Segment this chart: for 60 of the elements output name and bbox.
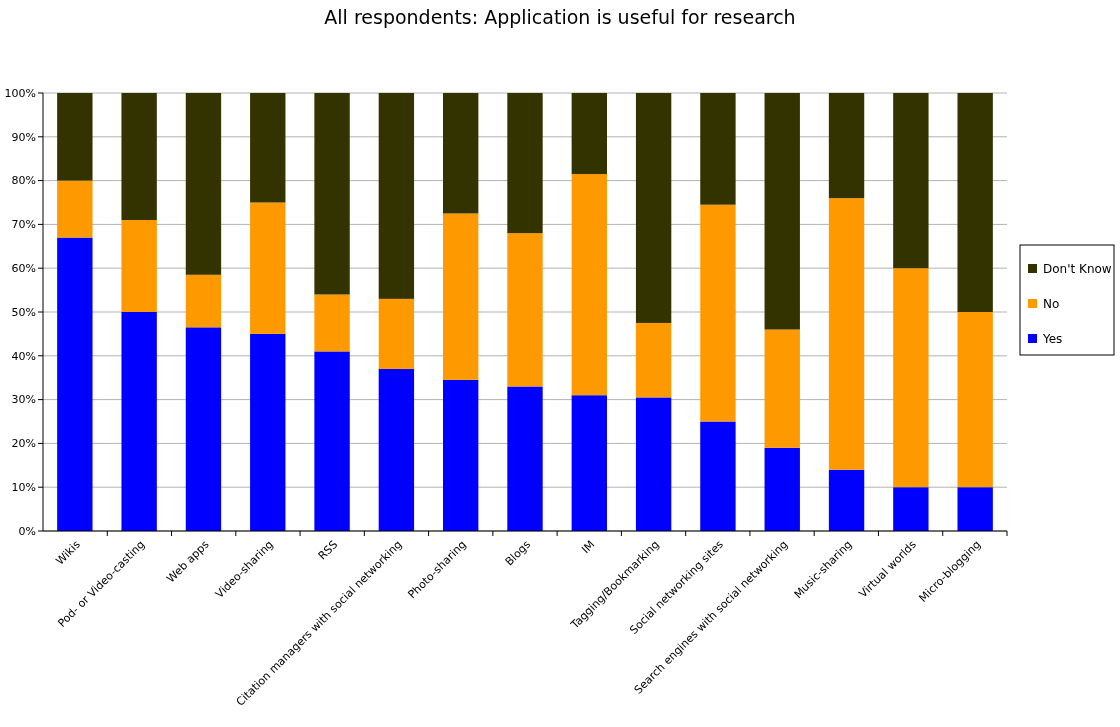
y-tick-label: 70% [11, 218, 36, 232]
bar [700, 93, 736, 205]
bar [507, 386, 543, 531]
bar [571, 395, 607, 531]
bar [700, 421, 736, 531]
bar [635, 322, 672, 398]
bar [185, 274, 222, 328]
y-tick-label: 40% [11, 349, 36, 363]
bar [635, 397, 672, 531]
bar [893, 93, 929, 269]
bar [443, 93, 479, 214]
legend-label: Don't Know [1043, 262, 1112, 277]
y-tick-label: 0% [18, 524, 36, 538]
bar [121, 220, 157, 312]
bar [957, 93, 993, 312]
bar [121, 312, 157, 531]
bar [828, 469, 865, 531]
y-tick-label: 80% [11, 174, 36, 188]
y-tick-label: 20% [11, 437, 36, 451]
legend-label: Yes [1042, 332, 1063, 347]
bar [507, 93, 543, 234]
y-tick-label: 90% [11, 130, 36, 144]
y-tick-label: 50% [11, 305, 36, 319]
bar [57, 93, 93, 181]
bar [764, 93, 800, 330]
bar [314, 294, 350, 352]
bar [314, 93, 350, 295]
bar [571, 93, 607, 175]
bar [314, 351, 350, 531]
bar [250, 202, 286, 334]
y-tick-label: 30% [11, 393, 36, 407]
bar [893, 268, 929, 488]
bar [57, 237, 93, 531]
bar [957, 487, 993, 531]
y-tick-label: 60% [11, 262, 36, 276]
bar [764, 447, 800, 531]
bar [893, 487, 929, 531]
bar [571, 174, 607, 396]
bar [700, 204, 736, 422]
bar [250, 333, 286, 531]
chart-title: All respondents: Application is useful for research [324, 6, 796, 28]
bar [507, 233, 543, 387]
bar [185, 93, 222, 275]
y-tick-label: 10% [11, 481, 36, 495]
bar [57, 180, 93, 238]
bar [378, 368, 415, 531]
legend-label: No [1043, 297, 1060, 312]
bar [250, 93, 286, 203]
bar [378, 93, 415, 299]
bar [828, 198, 865, 470]
bar [185, 327, 222, 531]
bar [635, 93, 672, 323]
bar [443, 213, 479, 380]
bar [764, 329, 800, 448]
bar [378, 298, 415, 369]
bar [828, 93, 865, 199]
bar [121, 93, 157, 221]
bar [443, 379, 479, 531]
bar [957, 312, 993, 488]
y-tick-label: 100% [4, 86, 36, 100]
